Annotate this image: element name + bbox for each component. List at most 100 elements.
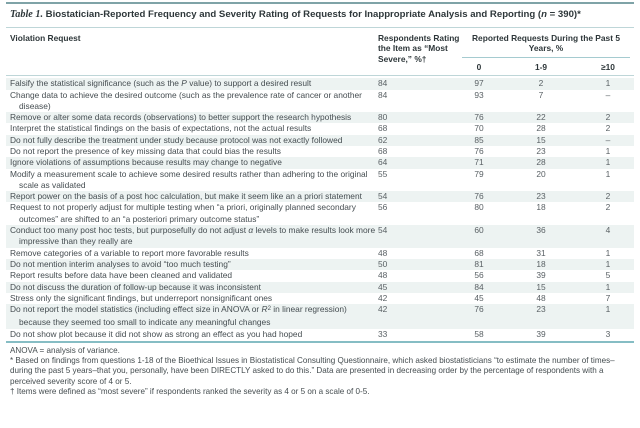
count-0-cell: 97 bbox=[474, 78, 484, 89]
count-1-9-cell: 2 bbox=[538, 78, 544, 89]
table-row: Do not report the presence of key missin… bbox=[6, 146, 634, 157]
severe-cell: 56 bbox=[378, 202, 388, 213]
count-0-cell: 56 bbox=[474, 270, 484, 281]
severe-cell: 80 bbox=[378, 112, 388, 123]
col-header-reported-group: Reported Requests During the Past 5 Year… bbox=[462, 33, 630, 72]
count-1-9-cell: 48 bbox=[536, 292, 546, 303]
count-ge10-cell: 7 bbox=[605, 292, 611, 303]
table-title-text: Biostatician-Reported Frequency and Seve… bbox=[43, 9, 581, 20]
severe-cell: 68 bbox=[378, 146, 388, 156]
table-row: Do not mention interim analyses to avoid… bbox=[6, 258, 634, 271]
col-header-violation: Violation Request bbox=[10, 33, 81, 43]
count-0-cell: 81 bbox=[474, 258, 484, 269]
count-0-cell: 79 bbox=[474, 168, 484, 179]
violation-cell: Report results before data have been cle… bbox=[10, 270, 233, 281]
count-0-cell: 76 bbox=[474, 112, 484, 123]
severe-cell: 84 bbox=[378, 78, 388, 89]
count-ge10-cell: – bbox=[605, 134, 611, 145]
count-1-9-cell: 31 bbox=[536, 247, 546, 258]
subcol-header-1-9: 1-9 bbox=[534, 61, 548, 72]
violation-cell: Stress only the significant findings, bu… bbox=[10, 292, 273, 303]
severe-cell: 62 bbox=[378, 134, 388, 145]
table-row: Do not fully describe the treatment unde… bbox=[6, 134, 634, 146]
count-ge10-cell: 4 bbox=[605, 225, 611, 236]
count-0-cell: 70 bbox=[474, 123, 484, 134]
violation-cell: Interpret the statistical findings on th… bbox=[10, 123, 312, 134]
top-rule bbox=[6, 2, 634, 4]
table-row: Report results before data have been cle… bbox=[6, 270, 634, 281]
count-ge10-cell: 1 bbox=[605, 304, 611, 315]
count-1-9-cell: 28 bbox=[536, 123, 546, 134]
table-row: Do not show plot because it did not show… bbox=[6, 329, 634, 340]
table-row: Do not discuss the duration of follow-up… bbox=[6, 281, 634, 293]
count-ge10-cell: 2 bbox=[605, 112, 611, 123]
count-1-9-cell: 28 bbox=[536, 157, 546, 168]
violation-cell: Do not show plot because it did not show… bbox=[10, 328, 303, 339]
table-row: Conduct too many post hoc tests, but pur… bbox=[6, 225, 634, 248]
table-row: Interpret the statistical findings on th… bbox=[6, 123, 634, 134]
count-ge10-cell: 1 bbox=[605, 247, 611, 258]
count-1-9-cell: 23 bbox=[536, 146, 546, 156]
count-ge10-cell: 1 bbox=[605, 258, 611, 269]
severe-cell: 48 bbox=[378, 247, 388, 258]
count-0-cell: 93 bbox=[474, 89, 484, 100]
count-ge10-cell: 2 bbox=[605, 123, 611, 134]
table-body: Falsify the statistical significance (su… bbox=[6, 78, 634, 340]
count-0-cell: 76 bbox=[474, 191, 484, 202]
table-row: Report power on the basis of a post hoc … bbox=[6, 191, 634, 203]
count-ge10-cell: – bbox=[605, 89, 611, 100]
count-1-9-cell: 23 bbox=[536, 304, 546, 315]
violation-cell: Request to not properly adjust for multi… bbox=[10, 202, 356, 224]
count-0-cell: 80 bbox=[474, 202, 484, 213]
severe-cell: 45 bbox=[378, 281, 388, 292]
table-row: Falsify the statistical significance (su… bbox=[6, 78, 634, 90]
table-row: Remove or alter some data records (obser… bbox=[6, 112, 634, 124]
violation-cell: Modify a measurement scale to achieve so… bbox=[10, 168, 368, 190]
subcolumn-headers: 0 1-9 ≥10 bbox=[462, 62, 630, 72]
count-1-9-cell: 39 bbox=[536, 270, 546, 281]
table-row: Stress only the significant findings, bu… bbox=[6, 293, 634, 304]
footnote-dagger: † Items were defined as “most severe” if… bbox=[10, 386, 370, 396]
footnotes: ANOVA = analysis of variance. * Based on… bbox=[10, 343, 630, 397]
count-1-9-cell: 18 bbox=[536, 202, 546, 213]
count-1-9-cell: 23 bbox=[536, 191, 546, 202]
count-ge10-cell: 1 bbox=[605, 168, 611, 179]
count-ge10-cell: 2 bbox=[605, 191, 611, 202]
violation-cell: Do not fully describe the treatment unde… bbox=[10, 134, 343, 145]
count-ge10-cell: 1 bbox=[605, 146, 611, 156]
count-0-cell: 45 bbox=[474, 292, 484, 303]
count-0-cell: 58 bbox=[474, 328, 484, 339]
title-divider bbox=[6, 27, 634, 28]
severe-cell: 68 bbox=[378, 123, 388, 134]
violation-cell: Do not discuss the duration of follow-up… bbox=[10, 281, 261, 292]
table-number-label: Table 1. bbox=[10, 9, 44, 20]
severe-cell: 64 bbox=[378, 157, 388, 168]
table-row: Ignore violations of assumptions because… bbox=[6, 157, 634, 169]
subcol-header-0: 0 bbox=[476, 61, 482, 72]
count-ge10-cell: 3 bbox=[605, 328, 611, 339]
col-header-severe: Respondents Rating the Item as “Most Sev… bbox=[378, 33, 460, 64]
violation-cell: Do not mention interim analyses to avoid… bbox=[10, 258, 231, 269]
count-0-cell: 84 bbox=[474, 281, 484, 292]
count-0-cell: 60 bbox=[474, 225, 484, 236]
violation-cell: Do not report the model statistics (incl… bbox=[10, 304, 347, 328]
table-row: Request to not properly adjust for multi… bbox=[6, 202, 634, 225]
count-1-9-cell: 7 bbox=[538, 89, 544, 100]
count-ge10-cell: 5 bbox=[605, 270, 611, 281]
severe-cell: 84 bbox=[378, 89, 388, 100]
count-1-9-cell: 36 bbox=[536, 225, 546, 236]
count-ge10-cell: 1 bbox=[605, 78, 611, 89]
col-header-reported: Reported Requests During the Past 5 Year… bbox=[472, 33, 620, 54]
count-1-9-cell: 22 bbox=[536, 112, 546, 123]
count-ge10-cell: 1 bbox=[605, 281, 611, 292]
severe-cell: 42 bbox=[378, 304, 388, 315]
count-1-9-cell: 15 bbox=[536, 281, 546, 292]
reported-underline bbox=[462, 56, 630, 58]
table-header: Violation Request Respondents Rating the… bbox=[10, 28, 630, 75]
table-row: Change data to achieve the desired outco… bbox=[6, 90, 634, 113]
severe-cell: 54 bbox=[378, 225, 388, 236]
severe-cell: 54 bbox=[378, 191, 388, 202]
count-1-9-cell: 15 bbox=[536, 134, 546, 145]
count-ge10-cell: 1 bbox=[605, 157, 611, 168]
count-0-cell: 76 bbox=[474, 146, 484, 156]
